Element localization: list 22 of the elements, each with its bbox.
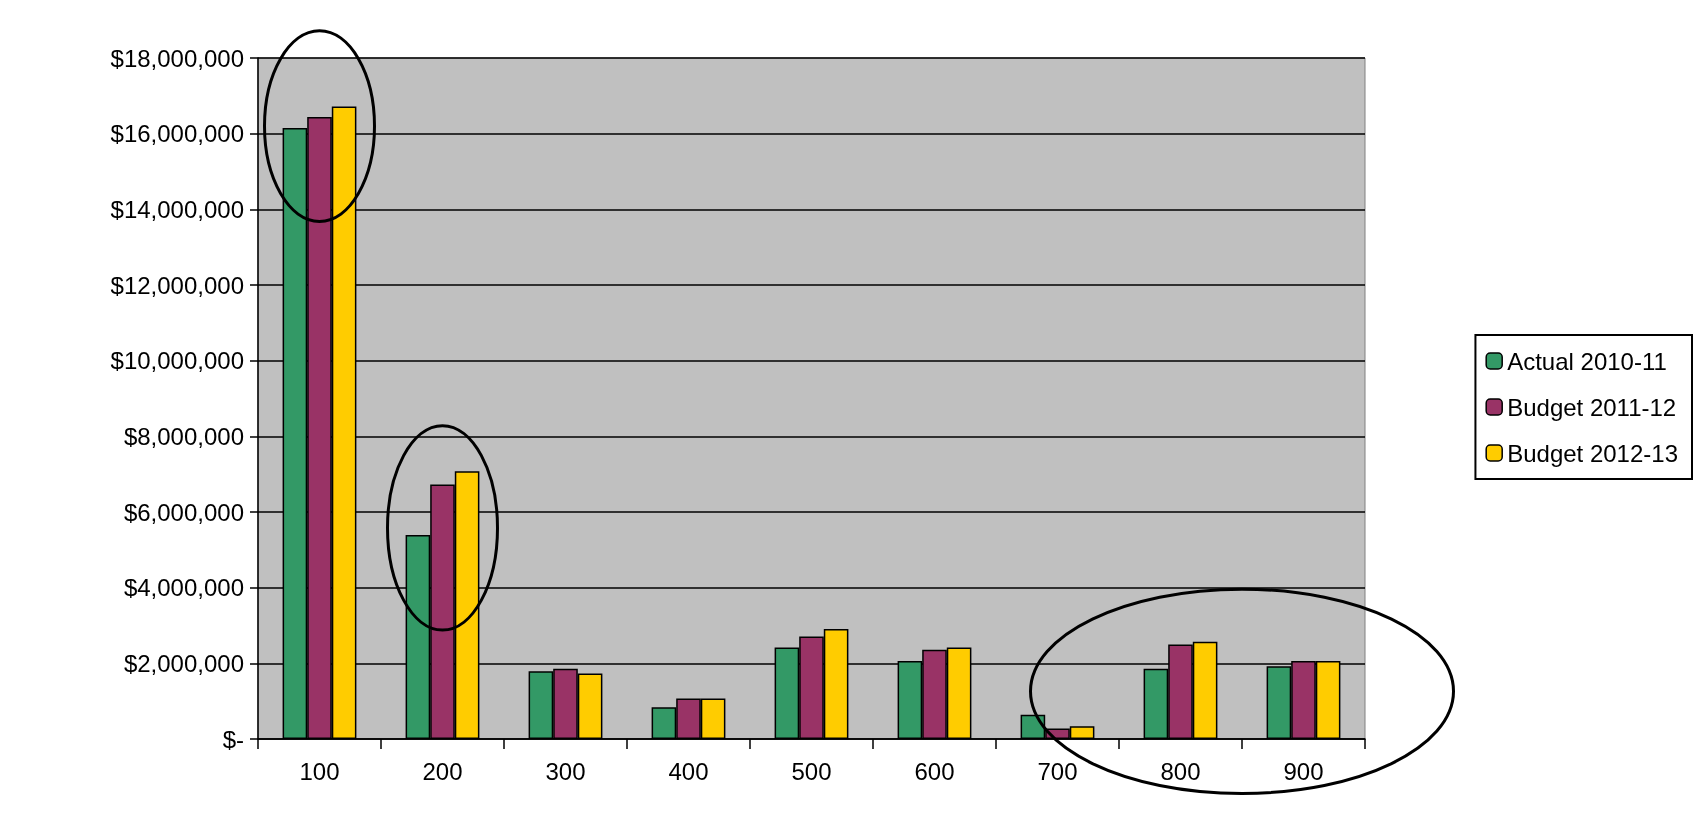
y-tick-label: $14,000,000: [110, 195, 244, 223]
y-tick-label: $16,000,000: [110, 120, 244, 148]
x-tick-label: 600: [914, 757, 955, 785]
x-tick-label: 800: [1160, 757, 1201, 785]
x-tick-label: 300: [545, 757, 586, 785]
x-tick-label: 100: [299, 757, 340, 785]
x-tick-label: 900: [1283, 757, 1324, 785]
y-tick-label: $6,000,000: [123, 498, 244, 526]
x-tick-label: 500: [791, 757, 832, 785]
y-tick-label: $18,000,000: [110, 44, 244, 72]
y-tick-label: $8,000,000: [123, 422, 244, 450]
y-tick-label: $-: [222, 725, 244, 753]
x-tick-label: 400: [668, 757, 709, 785]
legend-label: Actual 2010-11: [1507, 347, 1667, 375]
y-tick-label: $2,000,000: [123, 649, 244, 677]
x-tick-label: 200: [422, 757, 463, 785]
y-tick-label: $10,000,000: [110, 347, 244, 375]
x-tick-label: 700: [1037, 757, 1078, 785]
y-tick-label: $4,000,000: [123, 574, 244, 602]
legend-label: Budget 2011-12: [1507, 393, 1677, 421]
legend-label: Budget 2012-13: [1507, 439, 1678, 467]
y-tick-label: $12,000,000: [110, 271, 244, 299]
